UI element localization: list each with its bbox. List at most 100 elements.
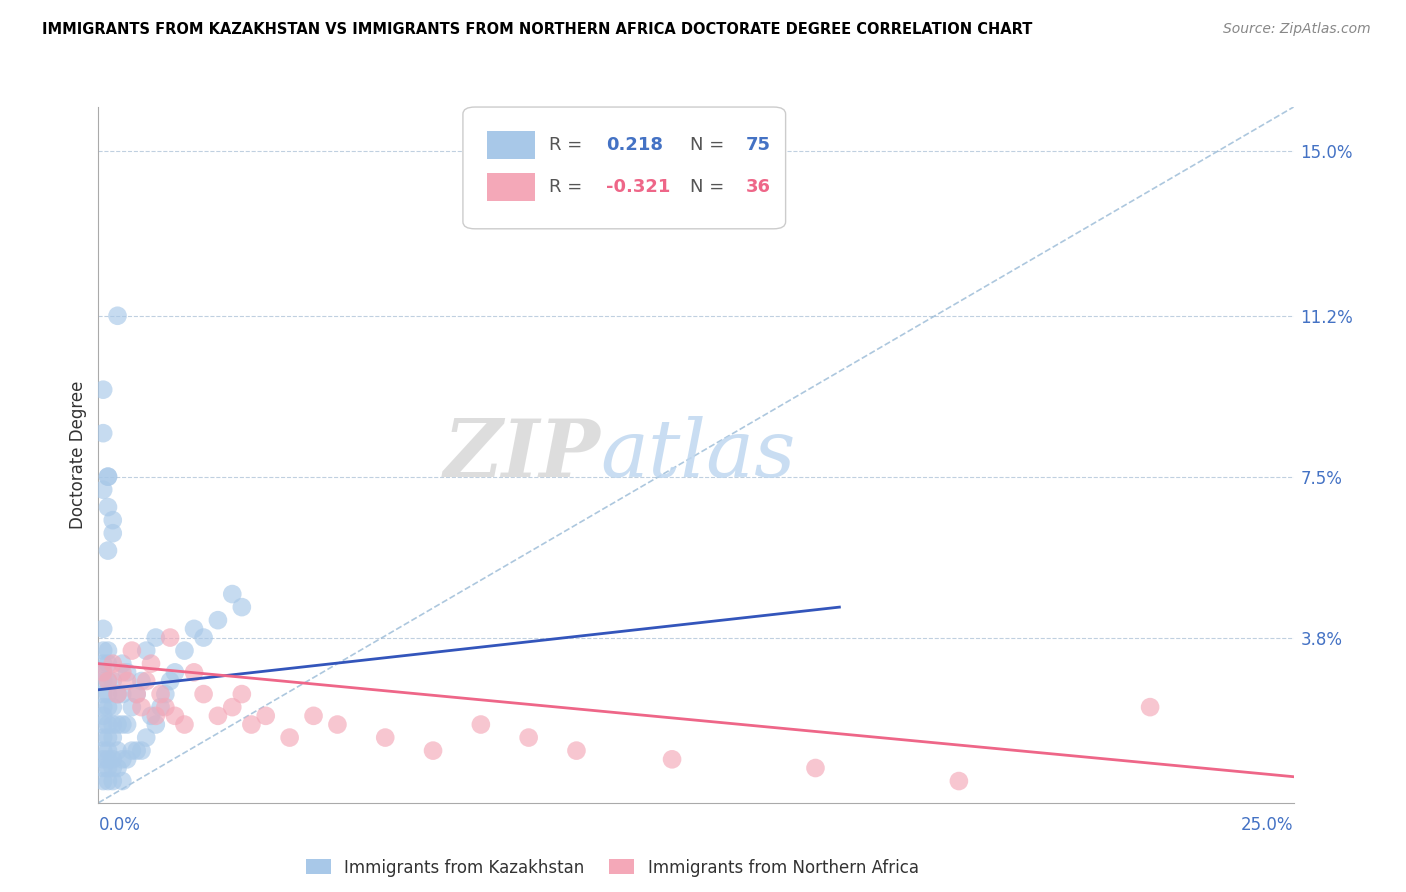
Point: [221, 587, 243, 601]
Text: 75: 75: [747, 136, 770, 154]
Point: [111, 774, 134, 789]
Point: [135, 731, 157, 745]
Point: [948, 774, 970, 789]
Point: [91, 717, 114, 731]
Point: [91, 657, 114, 671]
Point: [101, 700, 124, 714]
Point: [101, 752, 124, 766]
Text: 0.0%: 0.0%: [98, 816, 141, 834]
Point: [111, 665, 134, 680]
Point: [101, 526, 124, 541]
Legend: Immigrants from Kazakhstan, Immigrants from Northern Africa: Immigrants from Kazakhstan, Immigrants f…: [298, 850, 927, 885]
Point: [91, 708, 114, 723]
Point: [101, 717, 124, 731]
Point: [115, 717, 138, 731]
Point: [107, 687, 129, 701]
Point: [91, 731, 114, 745]
Text: atlas: atlas: [600, 417, 796, 493]
Point: [91, 665, 114, 680]
Point: [101, 761, 124, 775]
Point: [135, 674, 157, 689]
Text: R =: R =: [548, 136, 588, 154]
Point: [173, 643, 195, 657]
Point: [155, 700, 177, 714]
Point: [139, 708, 162, 723]
Point: [115, 665, 138, 680]
Point: [240, 717, 263, 731]
Text: 0.218: 0.218: [606, 136, 664, 154]
Point: [517, 731, 540, 745]
Point: [91, 774, 114, 789]
Point: [91, 643, 114, 657]
Point: [302, 708, 325, 723]
Point: [91, 674, 114, 689]
Point: [107, 744, 129, 758]
Point: [139, 657, 162, 671]
Point: [131, 700, 153, 714]
Point: [97, 674, 120, 689]
Point: [97, 674, 120, 689]
Text: -0.321: -0.321: [606, 178, 671, 196]
Point: [97, 469, 120, 483]
Point: [254, 708, 277, 723]
Point: [97, 543, 120, 558]
Point: [121, 643, 143, 657]
Point: [145, 631, 167, 645]
Point: [125, 687, 148, 701]
Point: [163, 665, 186, 680]
Point: [121, 700, 143, 714]
Point: [91, 744, 114, 758]
Point: [193, 631, 215, 645]
FancyBboxPatch shape: [463, 107, 786, 229]
Point: [159, 631, 181, 645]
Point: [1139, 700, 1161, 714]
Point: [135, 643, 157, 657]
FancyBboxPatch shape: [486, 173, 534, 201]
Point: [221, 700, 243, 714]
FancyBboxPatch shape: [486, 131, 534, 159]
Point: [101, 674, 124, 689]
Text: R =: R =: [548, 178, 588, 196]
Point: [91, 665, 114, 680]
Point: [97, 761, 120, 775]
Point: [97, 687, 120, 701]
Point: [101, 513, 124, 527]
Point: [145, 717, 167, 731]
Text: IMMIGRANTS FROM KAZAKHSTAN VS IMMIGRANTS FROM NORTHERN AFRICA DOCTORATE DEGREE C: IMMIGRANTS FROM KAZAKHSTAN VS IMMIGRANTS…: [42, 22, 1032, 37]
Point: [97, 700, 120, 714]
Text: N =: N =: [690, 178, 730, 196]
Point: [91, 622, 114, 636]
Point: [97, 752, 120, 766]
Point: [101, 774, 124, 789]
Point: [115, 752, 138, 766]
Point: [326, 717, 349, 731]
Point: [121, 744, 143, 758]
Point: [278, 731, 301, 745]
Point: [97, 774, 120, 789]
Point: [111, 717, 134, 731]
Text: ZIP: ZIP: [443, 417, 600, 493]
Point: [231, 687, 253, 701]
Point: [107, 761, 129, 775]
Point: [101, 731, 124, 745]
Point: [422, 744, 444, 758]
Point: [91, 700, 114, 714]
Point: [91, 483, 114, 497]
Point: [97, 717, 120, 731]
Text: Source: ZipAtlas.com: Source: ZipAtlas.com: [1223, 22, 1371, 37]
Point: [149, 700, 172, 714]
Point: [149, 687, 172, 701]
Point: [91, 383, 114, 397]
Point: [374, 731, 396, 745]
Point: [107, 687, 129, 701]
Point: [107, 309, 129, 323]
Point: [125, 744, 148, 758]
Point: [207, 613, 229, 627]
Point: [183, 622, 205, 636]
Point: [91, 426, 114, 441]
Point: [97, 731, 120, 745]
Point: [207, 708, 229, 723]
Point: [804, 761, 827, 775]
Text: 25.0%: 25.0%: [1241, 816, 1294, 834]
Point: [193, 687, 215, 701]
